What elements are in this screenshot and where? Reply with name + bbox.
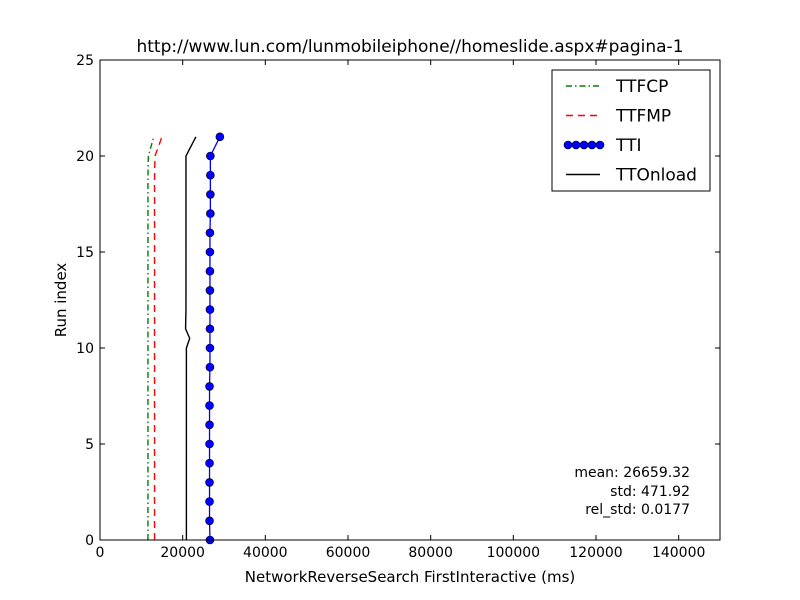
legend-marker-tti <box>579 140 589 150</box>
ticks-layer: 0 20000 40000 60000 80000 100000 120000 140000 0… <box>76 53 720 561</box>
y-tick-label: 0 <box>85 533 94 549</box>
data-point-tti <box>206 151 215 161</box>
legend-label-ttfmp: TTFMP <box>615 107 671 127</box>
data-point-tti <box>205 247 215 257</box>
series-ttfmp <box>153 136 163 540</box>
stats-annotation: mean: 26659.32 std: 471.92 rel_std: 0.01… <box>574 465 690 518</box>
stats-mean: mean: 26659.32 <box>574 465 690 481</box>
x-tick-label: 100000 <box>487 545 540 561</box>
legend-marker-tti <box>571 140 581 150</box>
x-tick-label: 40000 <box>243 545 288 561</box>
y-tick-label: 20 <box>76 149 94 165</box>
x-tick-label: 0 <box>96 545 105 561</box>
data-point-tti <box>205 266 215 276</box>
data-point-tti <box>205 516 214 526</box>
legend-entry-tti: TTI <box>563 136 641 156</box>
data-point-tti <box>205 382 214 391</box>
data-point-tti <box>205 305 215 314</box>
y-tick-label: 15 <box>76 245 94 261</box>
legend-entry-ttfcp: TTFCP <box>566 77 668 97</box>
x-axis-label: NetworkReverseSearch FirstInteractive (m… <box>245 568 576 586</box>
data-point-tti <box>205 458 214 468</box>
y-tick-label: 5 <box>85 437 94 453</box>
data-point-tti <box>205 420 214 430</box>
data-point-tti <box>205 343 215 353</box>
y-axis-label: Run index <box>52 263 70 338</box>
legend-marker-tti <box>595 140 605 150</box>
x-tick-label: 140000 <box>652 545 705 561</box>
data-point-tti <box>206 170 215 180</box>
legend-marker-tti <box>587 140 597 150</box>
series-line-ttfmp <box>153 136 163 540</box>
legend-marker-tti <box>563 140 573 150</box>
stats-rel-std: rel_std: 0.0177 <box>585 502 690 518</box>
legend-label-tti: TTI <box>615 136 641 156</box>
data-point-tti <box>205 401 214 410</box>
series-tti <box>205 132 225 545</box>
stats-std: std: 471.92 <box>610 484 690 500</box>
legend-label-ttonload: TTOnload <box>615 166 697 186</box>
data-point-tti <box>205 228 215 238</box>
x-tick-label: 20000 <box>160 545 205 561</box>
series-layer <box>147 132 225 545</box>
legend-entry-ttonload: TTOnload <box>566 166 697 186</box>
data-point-tti <box>206 209 215 218</box>
data-point-tti <box>206 190 215 199</box>
series-line-tti <box>208 136 221 541</box>
x-tick-label: 80000 <box>408 545 453 561</box>
legend-frame <box>551 69 711 192</box>
data-point-tti <box>205 478 214 487</box>
chart-title: http://www.lun.com/lunmobileiphone//home… <box>136 37 683 57</box>
data-point-tti <box>205 439 214 449</box>
data-point-tti <box>205 324 215 334</box>
data-point-tti <box>205 286 215 295</box>
plot-frame <box>99 59 721 541</box>
y-tick-label: 25 <box>76 53 94 69</box>
legend-entry-ttfmp: TTFMP <box>566 107 671 127</box>
legend: TTFCP TTFMP TTI TTOnload <box>551 69 711 192</box>
series-ttonload <box>184 136 197 540</box>
series-line-ttonload <box>184 136 197 540</box>
y-tick-label: 10 <box>76 341 94 357</box>
data-point-tti <box>205 362 215 372</box>
x-tick-label: 60000 <box>326 545 371 561</box>
legend-label-ttfcp: TTFCP <box>615 77 668 97</box>
data-point-tti <box>215 132 225 142</box>
x-tick-label: 120000 <box>569 545 622 561</box>
data-point-tti <box>205 497 214 506</box>
